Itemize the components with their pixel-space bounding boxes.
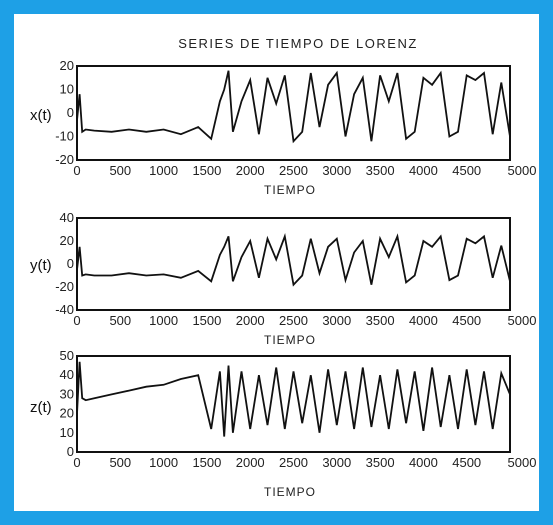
panel-x-ytick-label: 0 [67,105,74,120]
panel-x-ytick-label: 20 [60,58,74,73]
panel-z-ytick-label: 50 [60,348,74,363]
panel-z-xtick-label: 1500 [192,455,221,470]
panel-z-xtick-label: 5000 [508,455,537,470]
panel-x-xticks: 0 500 1000 1500 2000 2500 3000 3500 4000 4500 5000 [73,163,536,178]
lorenz-figure: SERIES DE TIEMPO DE LORENZ x(t) TIEMPO -… [30,36,536,499]
panel-z-xtick-label: 4000 [409,455,438,470]
panel-y-frame [76,217,511,311]
panel-y-xtick-label: 1000 [149,313,178,328]
panel-y-xtick-label: 5000 [508,313,537,328]
panel-z-xtick-label: 3500 [366,455,395,470]
panel-y-xtick-label: 4000 [409,313,438,328]
panel-x-ytick-label: -10 [55,129,74,144]
panel-x-ytick-label: -20 [55,152,74,167]
panel-x-xtick-label: 3500 [366,163,395,178]
panel-x-xtick-label: 500 [109,163,131,178]
panel-y-ytick-label: 40 [60,210,74,225]
panel-z-xtick-label: 1000 [149,455,178,470]
panel-y-ytick-label: 20 [60,233,74,248]
panel-y-ytick-label: -40 [55,302,74,317]
panel-y-xtick-label: 4500 [452,313,481,328]
panel-z-yticks: 0 10 20 30 40 50 [60,348,74,459]
panel-x-xtick-label: 4000 [409,163,438,178]
panel-z-ytick-label: 0 [67,444,74,459]
panel-x-xtick-label: 1500 [192,163,221,178]
panel-z-ytick-label: 40 [60,367,74,382]
series-z-line [76,361,511,437]
panel-z: z(t) TIEMPO 0 10 20 30 40 50 0 500 1000 1500 2000… [30,348,536,499]
panel-z-xlabel: TIEMPO [264,485,316,499]
panel-z-xtick-label: 0 [73,455,80,470]
panel-y-xtick-label: 0 [73,313,80,328]
panel-x-xtick-label: 1000 [149,163,178,178]
panel-z-xtick-label: 3000 [322,455,351,470]
panel-y-xticks: 0 500 1000 1500 2000 2500 3000 3500 4000 4500 5000 [73,313,536,328]
panel-y-ylabel: y(t) [30,257,52,274]
panel-z-ylabel: z(t) [30,399,52,416]
panel-z-ytick-label: 20 [60,406,74,421]
panel-y-xtick-label: 2000 [236,313,265,328]
panel-y-xlabel: TIEMPO [264,333,316,347]
panel-y-ytick-label: 0 [67,256,74,271]
panel-z-xtick-label: 500 [109,455,131,470]
panel-z-ytick-label: 30 [60,386,74,401]
panel-z-ytick-label: 10 [60,425,74,440]
panel-z-xtick-label: 2500 [279,455,308,470]
panel-x-frame [76,65,511,161]
panel-y-xtick-label: 3000 [322,313,351,328]
panel-y-ytick-label: -20 [55,279,74,294]
panel-y: y(t) TIEMPO -40 -20 0 20 40 0 500 1000 1500 2000… [30,210,536,347]
panel-x-xtick-label: 2000 [236,163,265,178]
chart-title: SERIES DE TIEMPO DE LORENZ [178,36,418,51]
figure-panel: SERIES DE TIEMPO DE LORENZ x(t) TIEMPO -… [14,14,539,511]
panel-x-xtick-label: 4500 [452,163,481,178]
panel-x-xtick-label: 0 [73,163,80,178]
panel-z-xtick-label: 4500 [452,455,481,470]
panel-x-ylabel: x(t) [30,107,52,124]
series-y-line [76,233,511,287]
panel-y-xtick-label: 2500 [279,313,308,328]
panel-x-xlabel: TIEMPO [264,183,316,197]
panel-x-xtick-label: 3000 [322,163,351,178]
panel-z-xtick-label: 2000 [236,455,265,470]
panel-x-xtick-label: 2500 [279,163,308,178]
panel-x-ytick-label: 10 [60,82,74,97]
series-x-line [76,70,511,144]
panel-x-xtick-label: 5000 [508,163,537,178]
panel-z-xticks: 0 500 1000 1500 2000 2500 3000 3500 4000 4500 5000 [73,455,536,470]
panel-y-xtick-label: 1500 [192,313,221,328]
panel-y-yticks: -40 -20 0 20 40 [55,210,74,317]
panel-y-xtick-label: 500 [109,313,131,328]
panel-y-xtick-label: 3500 [366,313,395,328]
panel-x: x(t) TIEMPO -20 -10 0 10 20 0 500 1000 1500 2000… [30,58,536,197]
panel-x-yticks: -20 -10 0 10 20 [55,58,74,167]
